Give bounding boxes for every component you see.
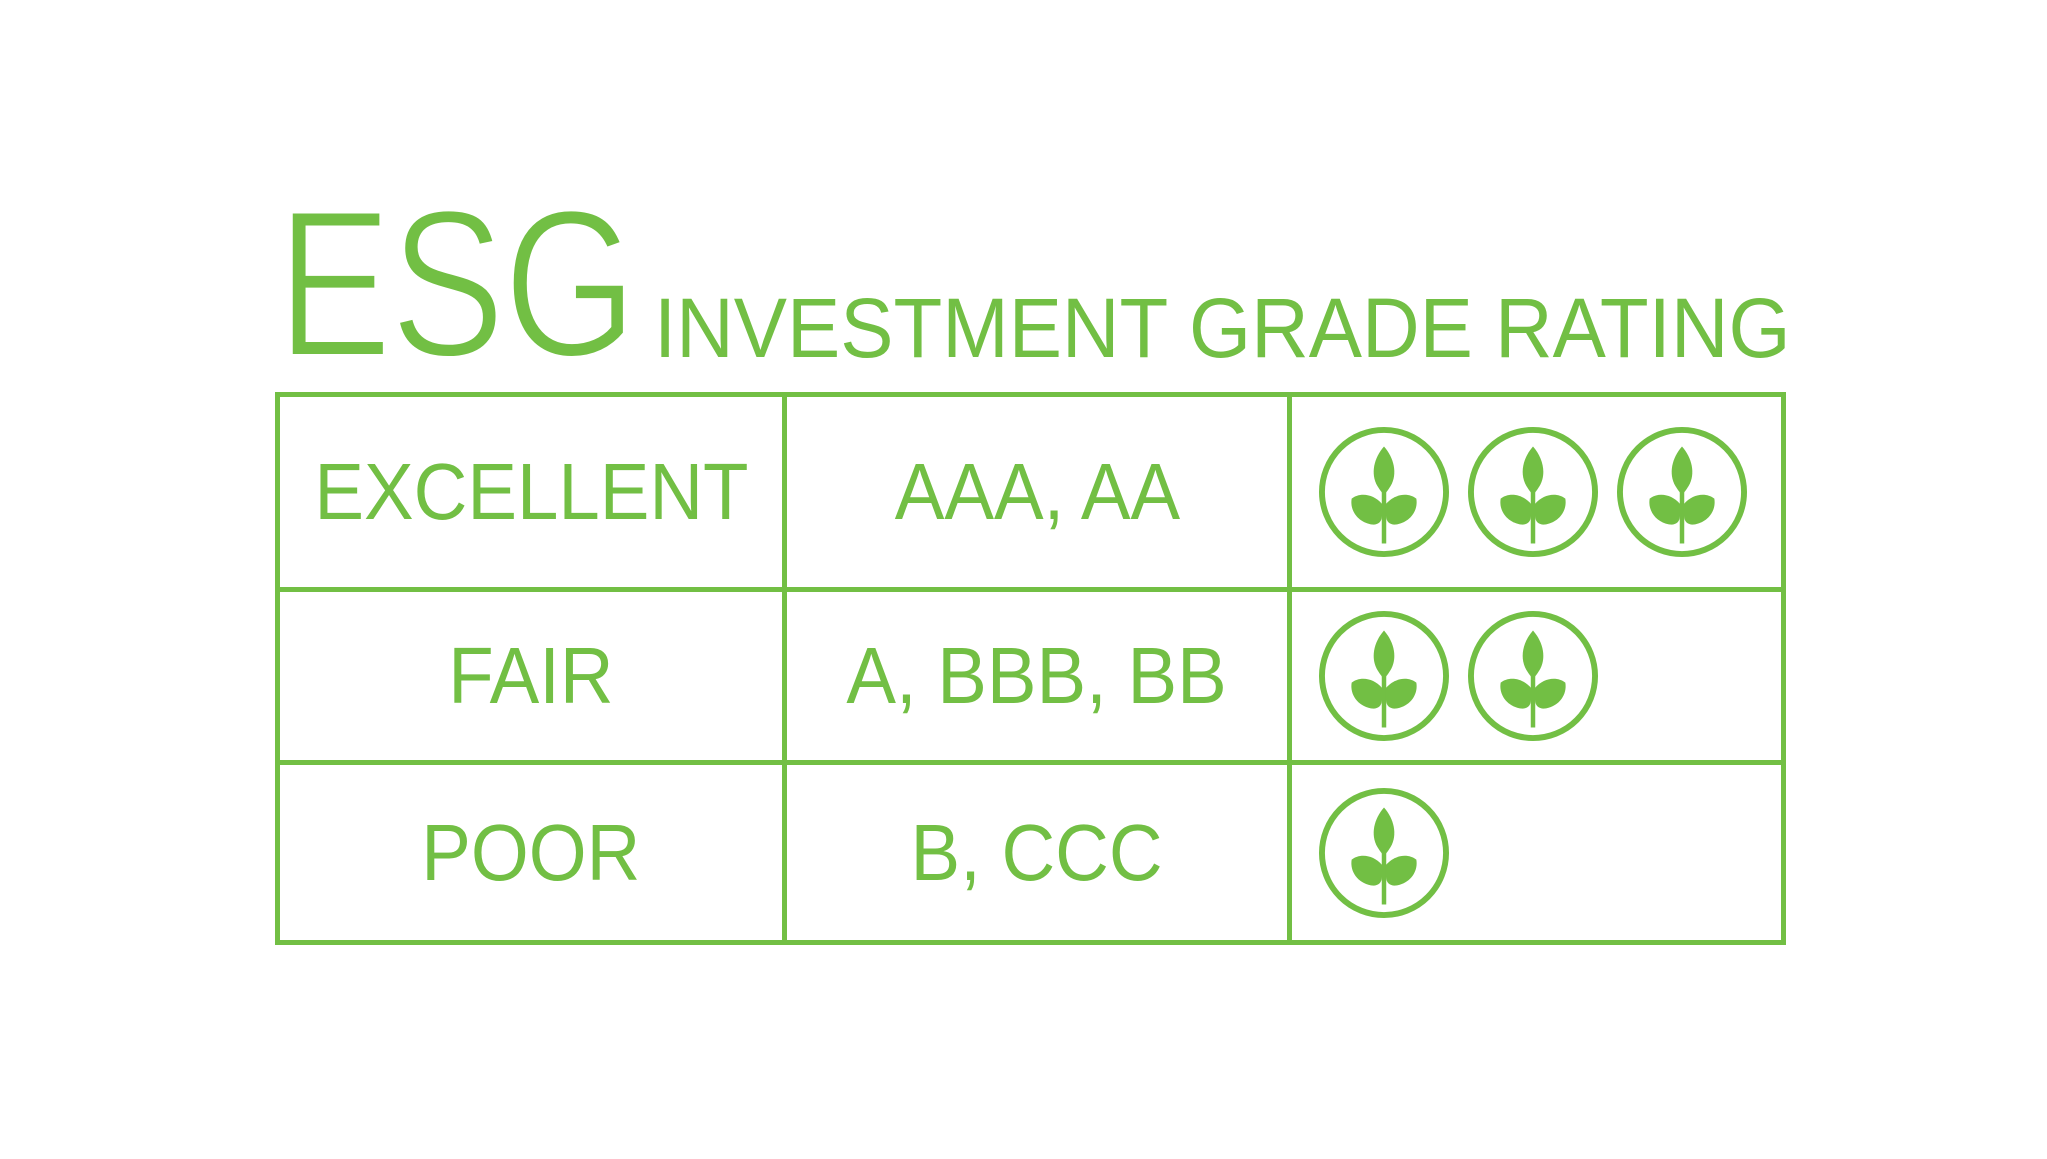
page-title: INVESTMENT GRADE RATING — [654, 281, 1791, 375]
sprout-in-circle-icon — [1318, 610, 1450, 742]
sprout-in-circle-icon — [1467, 426, 1599, 558]
brand-title-esg: ESG — [275, 166, 639, 401]
leaf-score-cell-excellent — [1292, 397, 1781, 587]
ratings-cell-excellent: AAA, AA — [787, 397, 1287, 587]
grade-cell-excellent: EXCELLENT — [280, 397, 782, 587]
sprout-in-circle-icon — [1616, 426, 1748, 558]
grade-label: EXCELLENT — [313, 447, 749, 536]
sprout-in-circle-icon — [1318, 426, 1450, 558]
ratings-label: AAA, AA — [894, 447, 1180, 536]
sprout-in-circle-icon — [1467, 610, 1599, 742]
ratings-cell-poor: B, CCC — [787, 765, 1287, 940]
rating-table: EXCELLENT AAA, AA FAIR A, BBB, BB POOR B… — [275, 392, 1786, 945]
ratings-label: A, BBB, BB — [846, 631, 1228, 720]
grade-cell-poor: POOR — [280, 765, 782, 940]
grade-cell-fair: FAIR — [280, 592, 782, 760]
sprout-in-circle-icon — [1318, 787, 1450, 918]
leaf-score-cell-poor — [1292, 765, 1781, 940]
grade-label: POOR — [421, 807, 641, 897]
ratings-label: B, CCC — [910, 807, 1164, 897]
leaf-score-cell-fair — [1292, 592, 1781, 760]
ratings-cell-fair: A, BBB, BB — [787, 592, 1287, 760]
grade-label: FAIR — [448, 631, 614, 720]
